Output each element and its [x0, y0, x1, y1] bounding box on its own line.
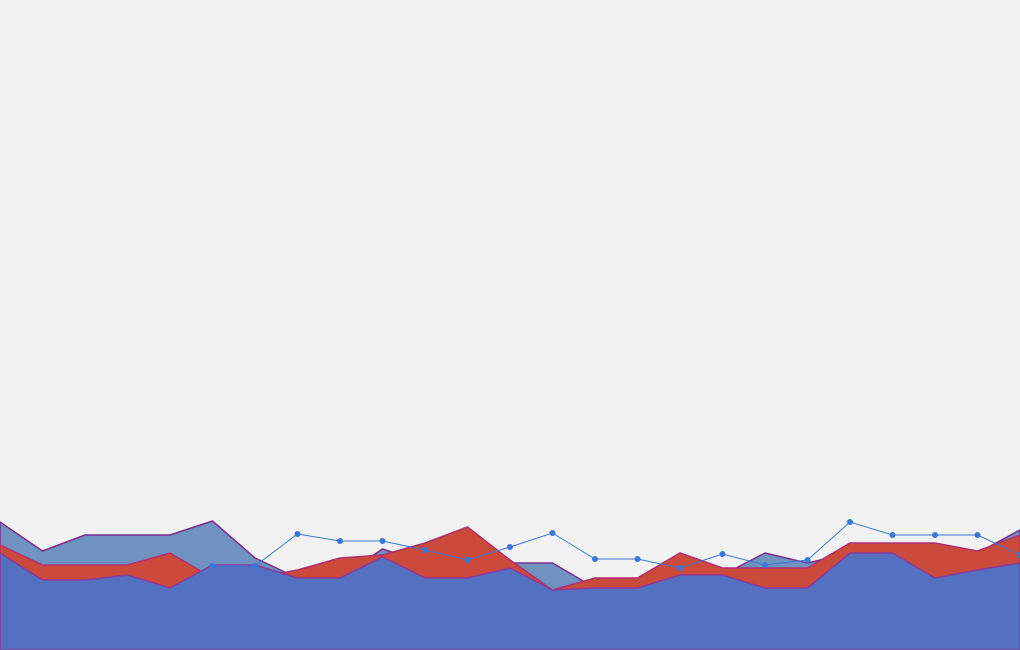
point	[719, 551, 726, 557]
point	[549, 530, 556, 536]
point	[507, 544, 513, 550]
point	[252, 563, 258, 569]
point	[762, 562, 768, 568]
point	[592, 556, 598, 562]
point	[889, 532, 896, 538]
point	[209, 563, 216, 569]
point	[847, 519, 853, 525]
line	[212, 521, 1020, 569]
point	[677, 565, 683, 571]
point	[422, 547, 428, 553]
point	[464, 557, 471, 563]
point	[294, 531, 301, 537]
point	[932, 532, 938, 538]
area	[0, 552, 1020, 650]
point	[337, 538, 343, 544]
point	[804, 557, 811, 563]
point	[1017, 552, 1020, 558]
point	[974, 532, 981, 538]
point	[634, 556, 641, 562]
point	[379, 538, 386, 544]
